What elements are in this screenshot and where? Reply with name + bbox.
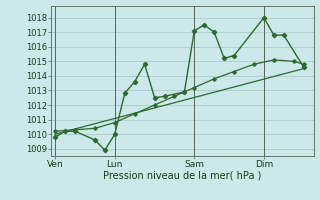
- X-axis label: Pression niveau de la mer( hPa ): Pression niveau de la mer( hPa ): [103, 171, 261, 181]
